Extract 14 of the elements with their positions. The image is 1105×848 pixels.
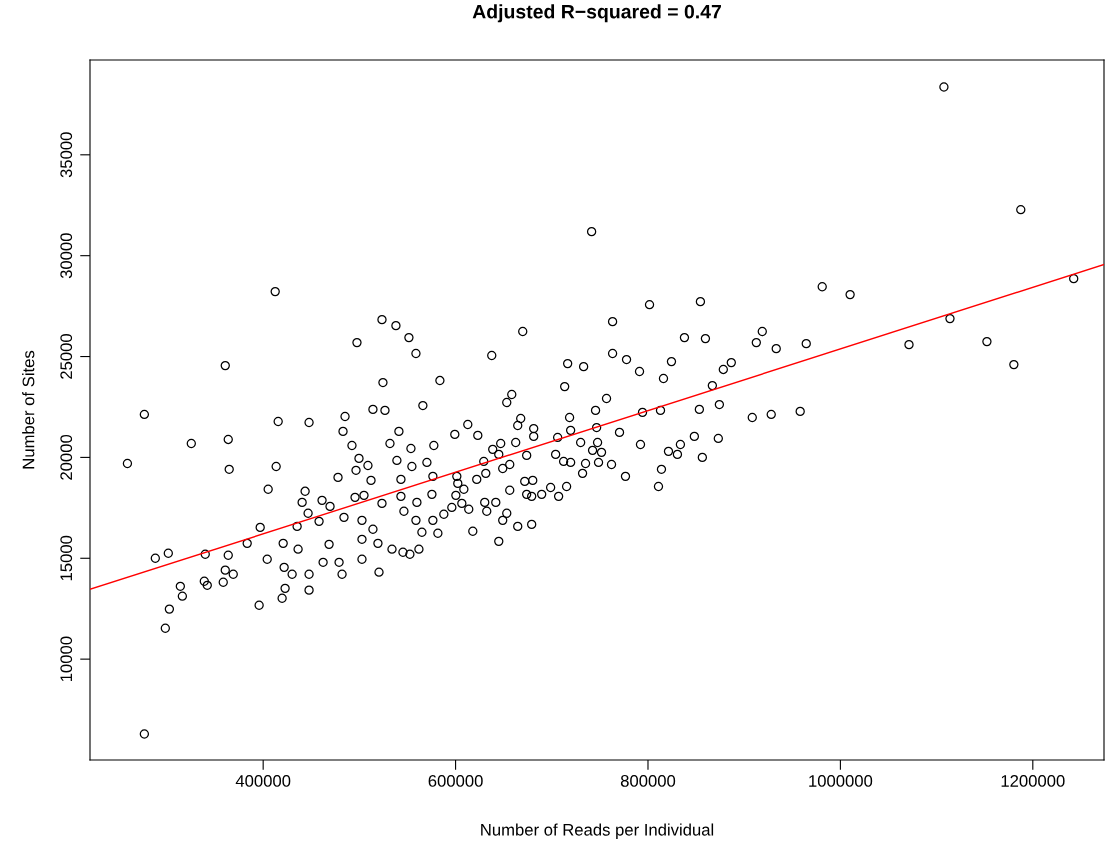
y-tick-label: 20000 <box>60 434 73 480</box>
x-tick-label: 800000 <box>620 775 676 787</box>
x-tick-label: 1000000 <box>809 775 873 787</box>
y-tick-label: 35000 <box>60 132 73 178</box>
y-tick-label: 15000 <box>60 535 73 581</box>
x-tick-label: 1200000 <box>1001 775 1065 787</box>
chart-title: Adjusted R−squared = 0.47 <box>472 4 721 23</box>
y-tick-label: 30000 <box>60 233 73 279</box>
x-tick-label: 400000 <box>235 775 291 787</box>
y-axis-title: Number of Sites <box>22 350 35 469</box>
y-tick-label: 25000 <box>60 334 73 379</box>
x-axis-title: Number of Reads per Individual <box>481 823 714 839</box>
x-tick-label: 600000 <box>428 775 483 787</box>
y-tick-label: 10000 <box>60 636 73 682</box>
